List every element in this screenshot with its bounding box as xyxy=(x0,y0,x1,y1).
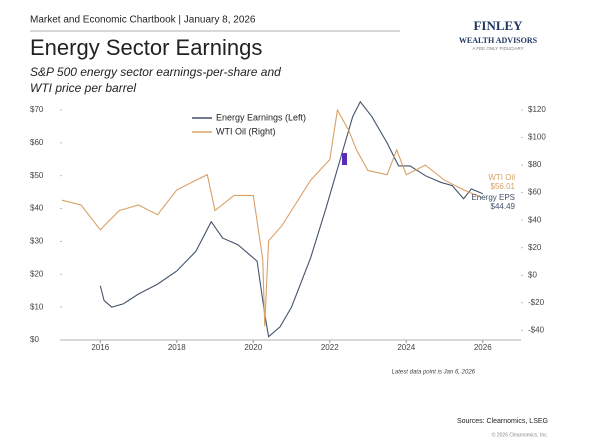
y2-tick-label: $40 xyxy=(528,215,542,224)
logo-sub: WEALTH ADVISORS xyxy=(459,36,538,45)
logo-tag: A FEE ONLY FIDUCIARY xyxy=(472,46,523,51)
end-label: WTI Oil xyxy=(488,173,515,182)
chart-title: Energy Sector Earnings xyxy=(30,35,262,60)
logo-name: FINLEY xyxy=(473,18,523,33)
legend-label: Energy Earnings (Left) xyxy=(216,112,306,122)
y2-tick-label: $100 xyxy=(528,133,546,142)
series-line xyxy=(61,108,484,327)
subtitle: S&P 500 energy sector earnings-per-share… xyxy=(30,65,281,79)
marker xyxy=(342,153,347,165)
y2-tick-label: -$40 xyxy=(528,325,545,334)
copyright: © 2026 Clearnomics, Inc. xyxy=(492,431,548,438)
subtitle: WTI price per barrel xyxy=(30,81,136,95)
y2-tick-label: $20 xyxy=(528,243,542,252)
y2-tick-label: $60 xyxy=(528,188,542,197)
end-value: $56.01 xyxy=(491,182,516,191)
y2-tick-label: $120 xyxy=(528,105,546,114)
y-tick-label: $40 xyxy=(30,204,44,213)
x-tick-label: 2016 xyxy=(91,343,109,352)
source: Sources: Clearnomics, LSEG xyxy=(457,418,548,425)
x-tick-label: 2026 xyxy=(474,343,492,352)
y2-tick-label: -$20 xyxy=(528,298,545,307)
x-tick-label: 2024 xyxy=(397,343,415,352)
x-tick-label: 2020 xyxy=(244,343,262,352)
y-tick-label: $70 xyxy=(30,105,44,114)
y-tick-label: $30 xyxy=(30,237,44,246)
end-value: $44.49 xyxy=(491,202,516,211)
end-label: Energy EPS xyxy=(471,193,515,202)
y2-tick-label: $0 xyxy=(528,270,537,279)
y-tick-label: $0 xyxy=(30,335,39,344)
y-tick-label: $50 xyxy=(30,171,44,180)
y-tick-label: $10 xyxy=(30,302,44,311)
note: Latest data point is Jan 6, 2026 xyxy=(392,370,476,376)
y2-tick-label: $80 xyxy=(528,160,542,169)
series-line xyxy=(99,100,484,338)
y-tick-label: $20 xyxy=(30,269,44,278)
x-tick-label: 2018 xyxy=(168,343,186,352)
chartbook-header: Market and Economic Chartbook | January … xyxy=(30,15,256,26)
x-tick-label: 2022 xyxy=(321,343,339,352)
legend-label: WTI Oil (Right) xyxy=(216,126,276,136)
y-tick-label: $60 xyxy=(30,138,44,147)
